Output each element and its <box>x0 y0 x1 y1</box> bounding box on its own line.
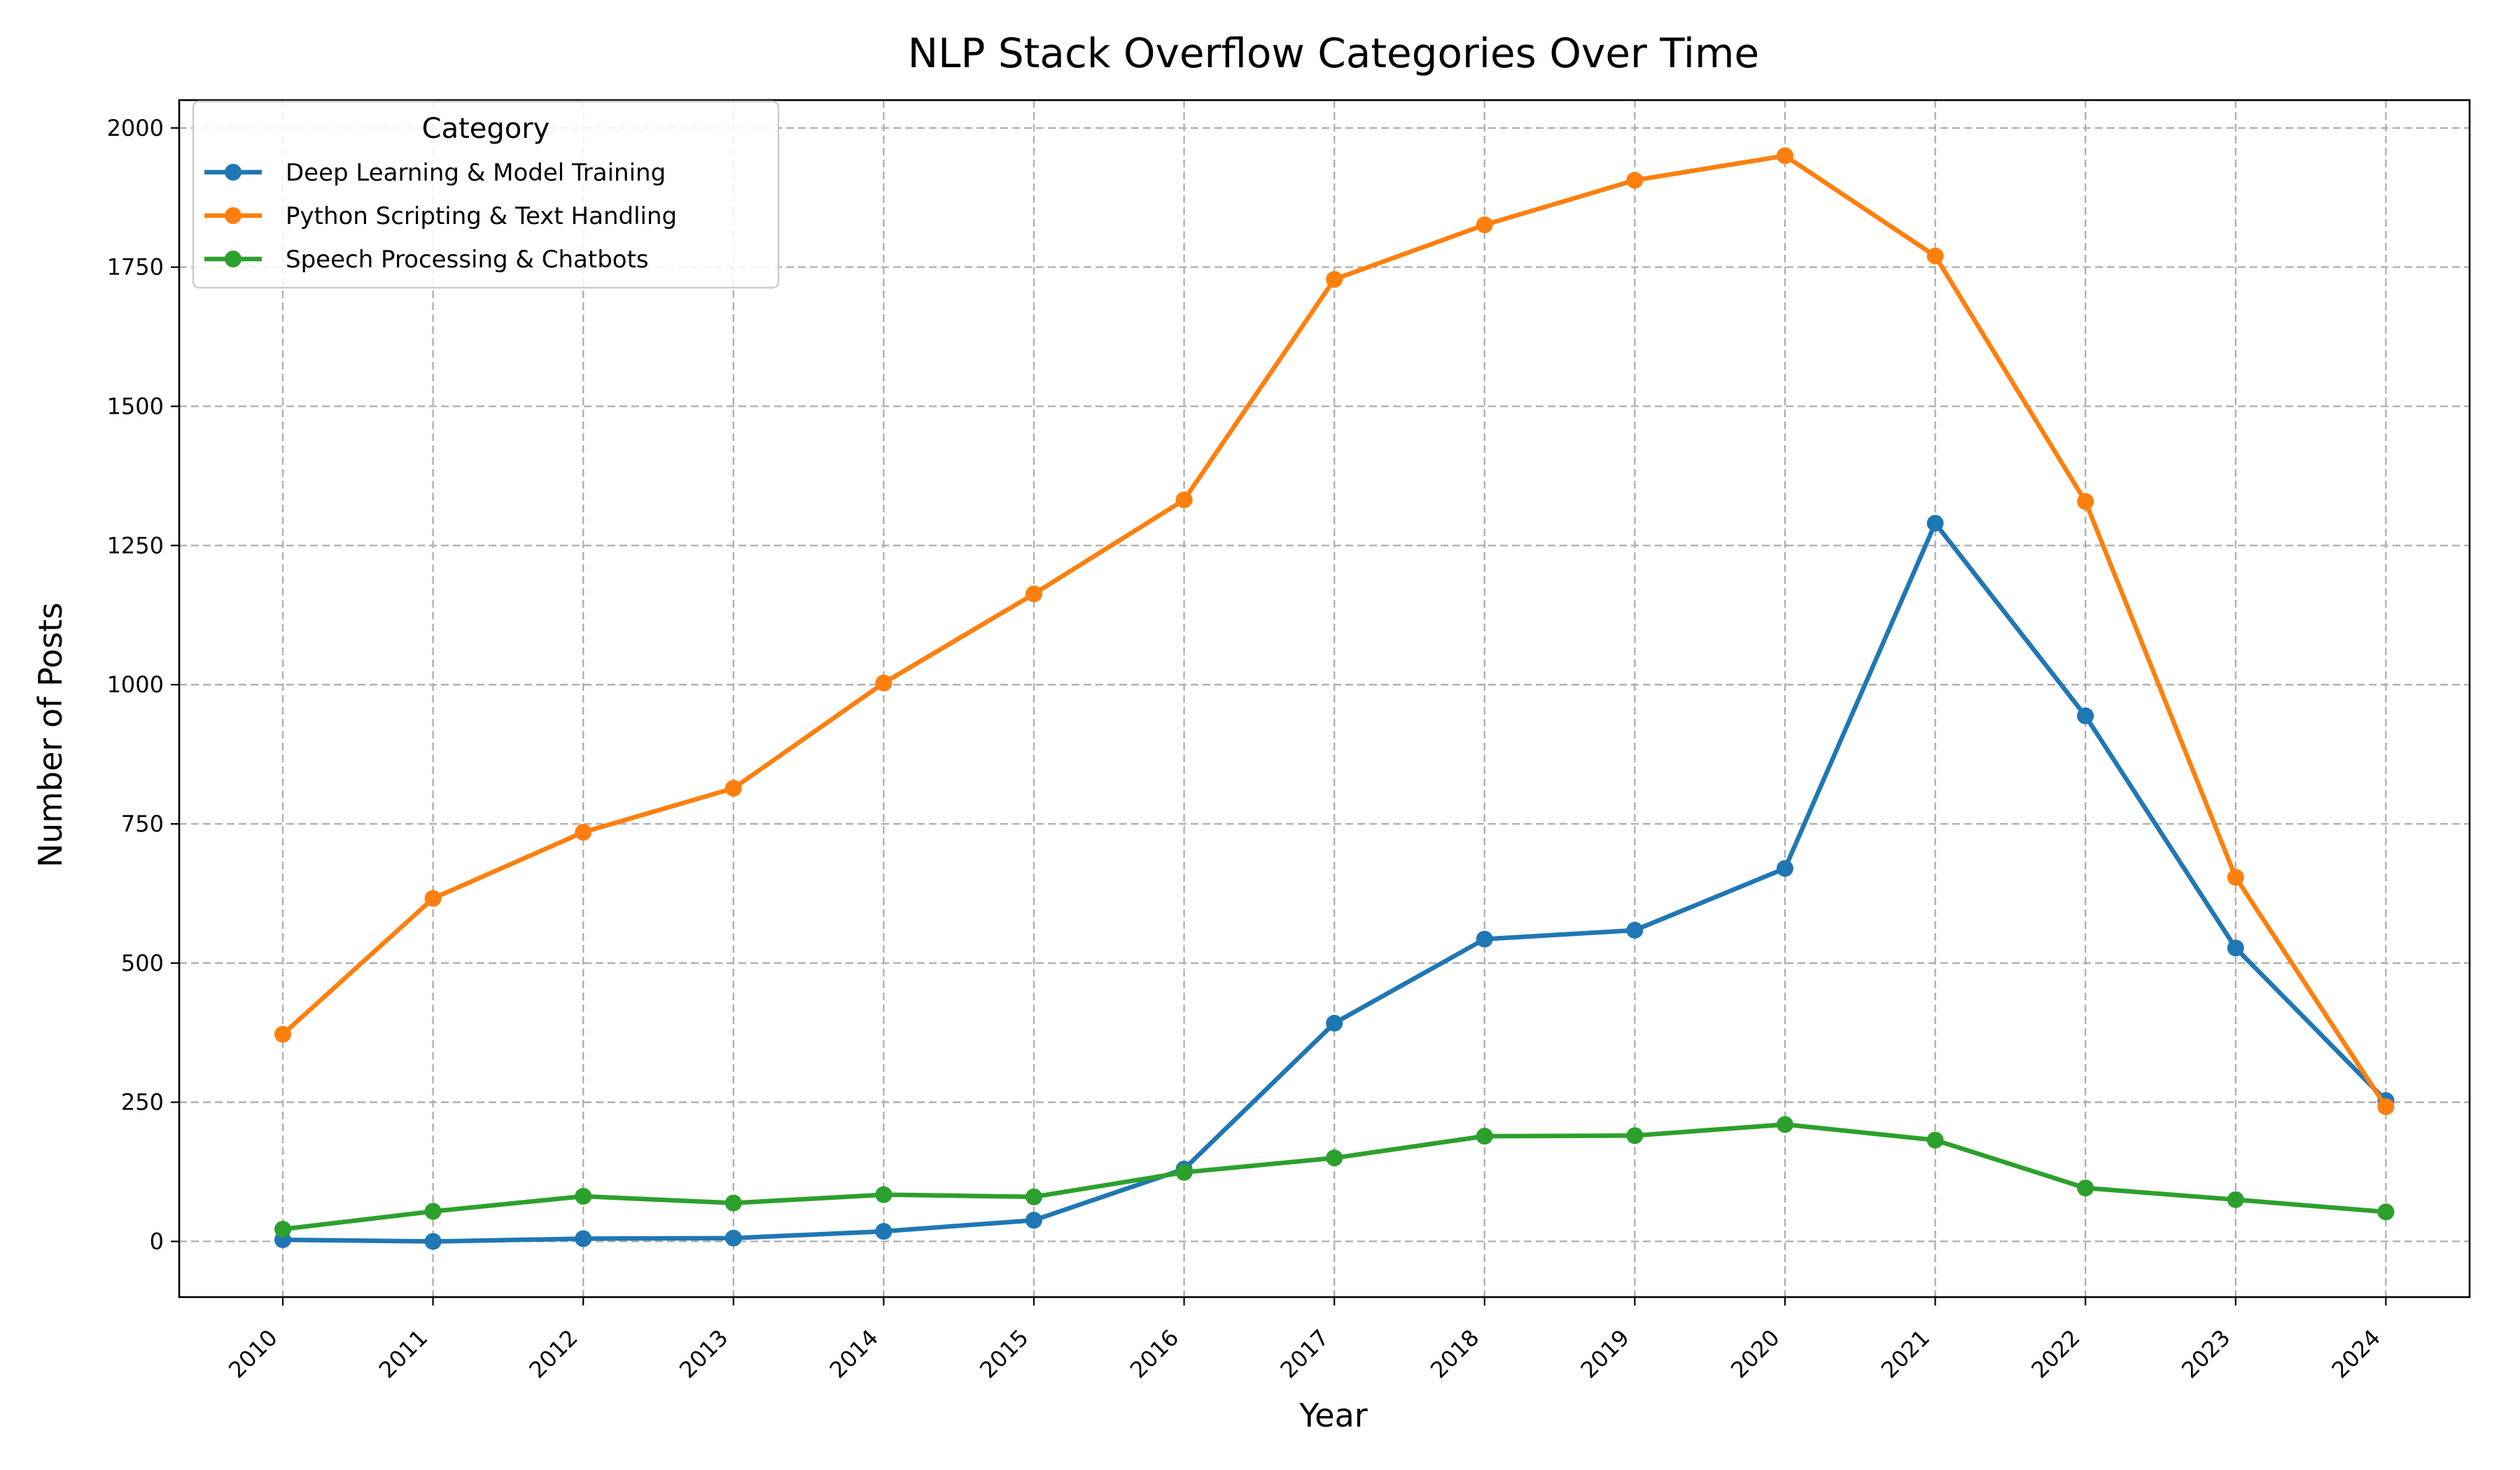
data-point <box>2077 493 2094 510</box>
y-tick-label: 0 <box>150 1228 164 1254</box>
x-tick-label: 2020 <box>1726 1324 1784 1383</box>
x-tick-label: 2016 <box>1125 1324 1184 1383</box>
y-tick-label: 250 <box>121 1089 164 1116</box>
data-point <box>424 890 442 907</box>
legend-marker <box>225 164 241 181</box>
data-point <box>724 780 742 797</box>
data-point <box>424 1203 442 1220</box>
data-point <box>875 1186 892 1203</box>
data-point <box>1326 1149 1343 1167</box>
legend-label: Deep Learning & Model Training <box>286 159 666 187</box>
data-point <box>1926 514 1944 532</box>
x-tick-label: 2018 <box>1425 1324 1484 1383</box>
x-tick-label: 2014 <box>825 1324 883 1383</box>
data-point <box>1476 216 1493 234</box>
data-point <box>1326 271 1343 288</box>
data-point <box>1777 147 1793 164</box>
data-point <box>875 1223 892 1240</box>
series-lines <box>274 147 2395 1250</box>
legend-marker <box>225 207 241 224</box>
data-point <box>1626 1127 1644 1144</box>
data-point <box>2377 1203 2395 1221</box>
x-tick-label: 2013 <box>674 1324 733 1383</box>
data-point <box>575 1188 592 1205</box>
x-tick-label: 2021 <box>1876 1324 1935 1383</box>
data-point <box>1026 585 1042 603</box>
x-tick-label: 2019 <box>1576 1324 1634 1383</box>
data-point <box>1626 172 1644 189</box>
y-tick-label: 750 <box>121 811 164 837</box>
series-3 <box>274 1116 2395 1238</box>
data-point <box>575 1230 592 1247</box>
legend-title: Category <box>422 113 550 145</box>
data-point <box>1175 1163 1193 1181</box>
legend-box <box>192 100 780 289</box>
y-tick-label: 1000 <box>107 671 164 698</box>
y-axis-ticks: 0 250 500 750 1000 1250 1500 1750 2000 <box>107 115 179 1254</box>
data-point <box>274 1026 291 1043</box>
data-point <box>2227 939 2244 957</box>
y-tick-label: 500 <box>121 950 164 976</box>
data-point <box>875 674 892 692</box>
data-point <box>1926 1131 1944 1149</box>
legend-entries: Deep Learning & Model Training Python Scr… <box>204 159 677 274</box>
chart-title: NLP Stack Overflow Categories Over Time <box>908 29 1759 77</box>
x-tick-label: 2022 <box>2026 1324 2085 1383</box>
grid <box>179 100 2470 1297</box>
data-point <box>2227 869 2244 886</box>
data-point <box>274 1220 291 1238</box>
x-tick-label: 2017 <box>1275 1324 1334 1383</box>
x-tick-label: 2012 <box>524 1324 582 1383</box>
plot-frame <box>178 99 2471 1298</box>
data-point <box>1026 1188 1042 1205</box>
data-point <box>1626 921 1644 939</box>
data-point <box>1926 247 1944 265</box>
data-point <box>724 1229 742 1247</box>
y-tick-label: 1250 <box>107 532 164 559</box>
x-axis-ticks: 2010 2011 2012 2013 2014 2015 2016 2017 2018 2019… <box>223 1297 2387 1383</box>
y-tick-label: 1500 <box>107 393 164 419</box>
y-axis-title: Number of Posts <box>31 603 69 868</box>
x-tick-label: 2023 <box>2176 1324 2235 1383</box>
y-tick-label: 2000 <box>107 115 164 141</box>
series-2 <box>274 147 2395 1115</box>
legend-label: Python Scripting & Text Handling <box>286 202 677 230</box>
data-point <box>1476 930 1493 948</box>
data-point <box>724 1194 742 1212</box>
legend-marker <box>225 251 241 267</box>
data-point <box>1026 1212 1042 1229</box>
legend-label: Speech Processing & Chatbots <box>286 246 649 274</box>
data-point <box>2377 1098 2395 1115</box>
data-point <box>1777 1116 1793 1133</box>
x-tick-label: 2015 <box>974 1324 1033 1383</box>
data-point <box>2077 1180 2094 1197</box>
data-point <box>1476 1128 1493 1145</box>
legend: Category Deep Learning & Model Training P… <box>192 100 780 289</box>
data-point <box>1777 860 1793 877</box>
data-point <box>575 823 592 841</box>
data-point <box>2077 707 2094 724</box>
data-point <box>1175 491 1193 509</box>
x-axis-title: Year <box>1298 1396 1367 1434</box>
data-point <box>2227 1191 2244 1208</box>
y-tick-label: 1750 <box>107 254 164 281</box>
x-tick-label: 2024 <box>2327 1324 2386 1383</box>
data-point <box>1326 1014 1343 1032</box>
x-tick-label: 2010 <box>223 1324 282 1383</box>
x-tick-label: 2011 <box>374 1324 433 1383</box>
data-point <box>424 1233 442 1250</box>
